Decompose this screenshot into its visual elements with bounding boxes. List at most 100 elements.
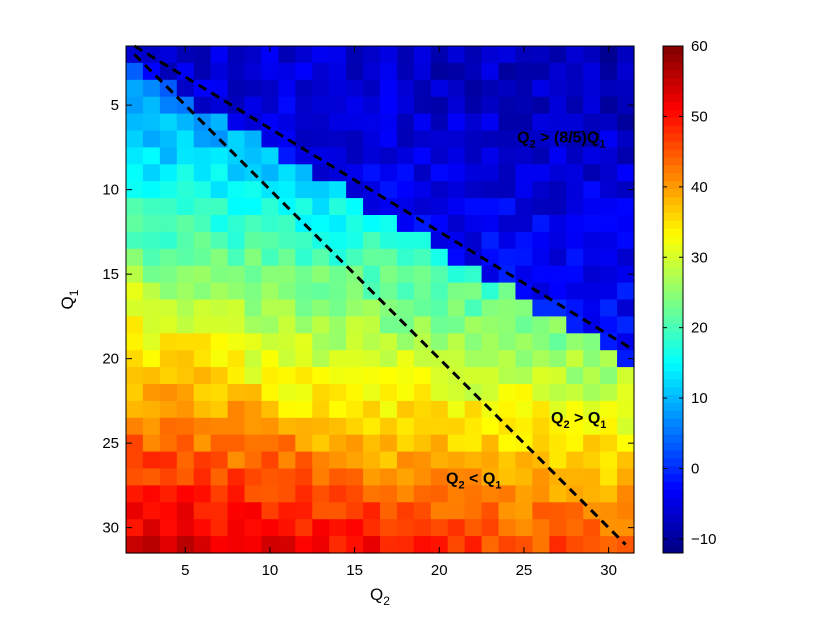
heatmap-cell: [312, 519, 330, 537]
heatmap-cell: [346, 485, 364, 503]
heatmap-cell: [413, 282, 432, 301]
heatmap-cell: [363, 417, 381, 436]
heatmap-cell: [193, 316, 212, 334]
heatmap-cell: [532, 519, 550, 537]
heatmap-cell: [227, 384, 246, 402]
heatmap-cell: [176, 400, 195, 419]
colorbar-segment: [663, 220, 683, 229]
heatmap-cell: [447, 46, 466, 64]
colorbar-segment: [663, 228, 683, 237]
heatmap-cell: [396, 502, 415, 520]
heatmap-cell: [126, 367, 144, 385]
heatmap-cell: [430, 468, 449, 486]
heatmap-cell: [244, 400, 263, 419]
colorbar-segment: [663, 141, 683, 150]
heatmap-cell: [126, 130, 144, 148]
heatmap-cell: [261, 536, 279, 554]
heatmap-cell: [176, 231, 195, 250]
heatmap-cell: [244, 181, 263, 199]
heatmap-cell: [329, 519, 347, 537]
colorbar-tick-label: 50: [691, 108, 708, 125]
heatmap-cell: [244, 282, 263, 301]
heatmap-cell: [413, 113, 432, 132]
heatmap-cell: [617, 231, 635, 250]
heatmap-cell: [227, 198, 246, 216]
heatmap-cell: [295, 519, 313, 537]
heatmap-cell: [396, 46, 415, 64]
heatmap-cell: [142, 367, 161, 385]
heatmap-cell: [447, 451, 466, 470]
heatmap-cell: [210, 434, 229, 453]
heatmap-cell: [142, 519, 161, 537]
heatmap-cell: [430, 248, 449, 267]
heatmap-cell: [583, 333, 601, 351]
heatmap-cell: [176, 316, 195, 334]
heatmap-cell: [142, 316, 161, 334]
heatmap-cell: [312, 502, 330, 520]
boundary-line-1: [133, 44, 635, 352]
colorbar-segment: [663, 259, 683, 269]
heatmap-cell: [447, 316, 466, 334]
colorbar-tick-label: 60: [691, 38, 708, 55]
heatmap-cell: [481, 350, 500, 368]
heatmap-cell: [346, 502, 364, 520]
heatmap-cell: [312, 434, 330, 453]
heatmap-cell: [193, 265, 212, 284]
heatmap-cell: [244, 468, 263, 486]
colorbar-segment: [663, 339, 683, 348]
heatmap-cell: [210, 519, 229, 537]
heatmap-cell: [532, 215, 550, 233]
heatmap-cell: [227, 215, 246, 233]
heatmap-cell: [176, 502, 195, 520]
heatmap-cell: [176, 181, 195, 199]
heatmap-cell: [600, 417, 618, 436]
heatmap-cell: [396, 164, 415, 182]
heatmap-cell: [346, 113, 364, 132]
colorbar-segment: [663, 133, 683, 142]
heatmap-cell: [329, 46, 347, 64]
heatmap-cell: [295, 400, 313, 419]
heatmap-cell: [549, 519, 567, 537]
heatmap-cell: [396, 519, 415, 537]
heatmap-cell: [430, 316, 449, 334]
heatmap-cell: [142, 451, 161, 470]
heatmap-cell: [346, 62, 364, 81]
heatmap-cell: [498, 333, 517, 351]
heatmap-cell: [549, 316, 567, 334]
heatmap-cell: [549, 502, 567, 520]
heatmap-cell: [566, 231, 584, 250]
heatmap-cell: [261, 130, 279, 148]
heatmap-cell: [278, 96, 296, 115]
heatmap-cell: [413, 198, 432, 216]
heatmap-cell: [481, 231, 500, 250]
heatmap-cell: [210, 147, 229, 165]
heatmap-cell: [600, 400, 618, 419]
heatmap-cell: [295, 485, 313, 503]
colorbar-tick-label: 10: [691, 390, 708, 407]
heatmap-cell: [227, 485, 246, 503]
heatmap-cell: [210, 79, 229, 98]
heatmap-cell: [380, 130, 398, 148]
heatmap-cell: [498, 130, 517, 148]
heatmap-cell: [227, 265, 246, 284]
heatmap-cell: [210, 164, 229, 182]
heatmap-cell: [549, 164, 567, 182]
heatmap-cell: [244, 96, 263, 115]
heatmap-cell: [413, 248, 432, 267]
heatmap-cell: [515, 265, 533, 284]
colorbar-segment: [663, 291, 683, 300]
heatmap-cell: [532, 367, 550, 385]
heatmap-cell: [261, 350, 279, 368]
heatmap-cell: [278, 400, 296, 419]
heatmap-cell: [363, 248, 381, 267]
heatmap-cell: [295, 231, 313, 250]
heatmap-cell: [515, 181, 533, 199]
heatmap-cell: [464, 350, 483, 368]
heatmap-cell: [481, 198, 500, 216]
heatmap-cell: [278, 215, 296, 233]
heatmap-cell: [278, 181, 296, 199]
heatmap-cell: [498, 451, 517, 470]
heatmap-cell: [430, 265, 449, 284]
heatmap-cell: [159, 130, 178, 148]
heatmap-cell: [244, 62, 263, 81]
